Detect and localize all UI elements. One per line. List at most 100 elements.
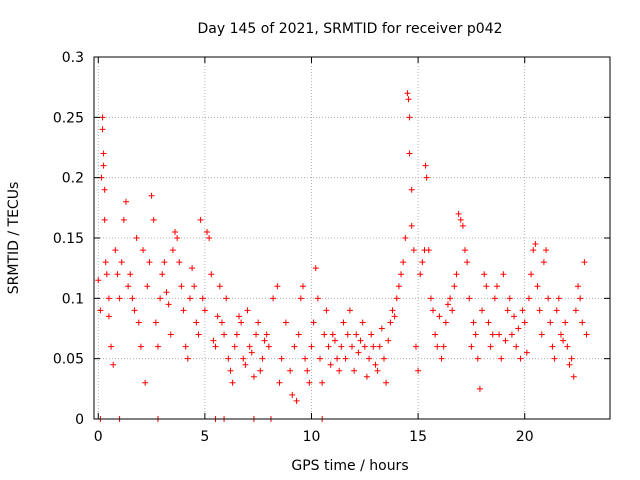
- data-point: [193, 319, 200, 326]
- x-tick-label: 20: [516, 429, 534, 445]
- data-point: [417, 271, 424, 278]
- data-point: [400, 259, 407, 266]
- data-point: [408, 222, 415, 229]
- data-point: [159, 271, 166, 278]
- data-point: [408, 186, 415, 193]
- data-point: [114, 271, 121, 278]
- data-point: [131, 307, 138, 314]
- data-point: [349, 343, 355, 350]
- y-axis-label: SRMTID / TECUs: [6, 182, 22, 295]
- data-point: [295, 331, 302, 338]
- data-point: [425, 247, 432, 254]
- data-point: [376, 343, 383, 350]
- data-point: [383, 379, 390, 386]
- data-point: [135, 319, 142, 326]
- data-point: [327, 361, 334, 368]
- data-point: [95, 277, 102, 284]
- data-point: [540, 259, 547, 266]
- data-point: [250, 373, 257, 380]
- data-point: [218, 319, 225, 326]
- data-point: [517, 355, 524, 362]
- data-point: [515, 325, 522, 332]
- data-point: [314, 295, 321, 302]
- data-point: [422, 162, 429, 169]
- data-point: [214, 313, 221, 320]
- data-point: [278, 355, 285, 362]
- data-point: [274, 283, 281, 290]
- data-point: [536, 307, 543, 314]
- data-point: [359, 319, 366, 326]
- data-point: [178, 283, 185, 290]
- data-point: [534, 283, 541, 290]
- data-point: [165, 301, 172, 308]
- data-point: [118, 259, 125, 266]
- data-point: [464, 259, 471, 266]
- data-point: [557, 331, 564, 338]
- data-point: [487, 343, 494, 350]
- data-point: [216, 283, 223, 290]
- data-point: [99, 114, 106, 121]
- data-point: [105, 295, 112, 302]
- data-point: [163, 289, 170, 296]
- data-point: [466, 295, 473, 302]
- data-point: [395, 283, 402, 290]
- data-point: [500, 271, 507, 278]
- data-point: [142, 379, 149, 386]
- data-point: [127, 271, 134, 278]
- data-point: [442, 319, 449, 326]
- data-point: [568, 355, 575, 362]
- data-points: [95, 90, 590, 422]
- data-point: [191, 283, 198, 290]
- data-point: [513, 343, 520, 350]
- data-point: [197, 216, 204, 223]
- y-tick-label: 0.1: [62, 291, 84, 307]
- data-point: [385, 337, 392, 344]
- data-point: [372, 361, 379, 368]
- data-point: [329, 331, 336, 338]
- data-point: [511, 313, 518, 320]
- data-point: [357, 337, 364, 344]
- data-point: [436, 313, 443, 320]
- y-tick-label: 0.05: [53, 352, 84, 368]
- data-point: [344, 331, 351, 338]
- data-point: [212, 343, 219, 350]
- data-point: [543, 247, 550, 254]
- data-point: [317, 355, 324, 362]
- x-axis-label: GPS time / hours: [291, 458, 408, 474]
- data-point: [206, 235, 213, 241]
- data-point: [506, 295, 513, 302]
- data-point: [402, 235, 409, 241]
- data-point: [562, 319, 569, 326]
- data-point: [238, 319, 245, 326]
- x-tick-label: 5: [200, 429, 209, 445]
- data-point: [105, 313, 112, 320]
- data-point: [545, 295, 552, 302]
- data-point: [122, 198, 129, 205]
- data-point: [101, 186, 108, 193]
- data-point: [199, 295, 206, 302]
- data-point: [248, 349, 255, 356]
- data-point: [325, 343, 332, 350]
- data-point: [462, 247, 469, 254]
- data-point: [577, 295, 584, 302]
- data-point: [472, 331, 479, 338]
- data-point: [225, 355, 232, 362]
- data-point: [100, 150, 107, 157]
- data-point: [566, 361, 573, 368]
- data-point: [455, 210, 462, 217]
- data-point: [498, 355, 505, 362]
- data-point: [289, 391, 296, 398]
- x-tick-label: 0: [94, 429, 103, 445]
- data-point: [551, 355, 558, 362]
- data-point: [204, 228, 211, 235]
- data-point: [412, 343, 419, 350]
- data-point: [444, 301, 451, 308]
- data-point: [489, 331, 496, 338]
- data-point: [129, 295, 136, 302]
- data-point: [564, 343, 571, 350]
- data-point: [523, 349, 530, 356]
- data-point: [223, 295, 230, 302]
- data-point: [144, 283, 151, 290]
- data-point: [186, 295, 193, 302]
